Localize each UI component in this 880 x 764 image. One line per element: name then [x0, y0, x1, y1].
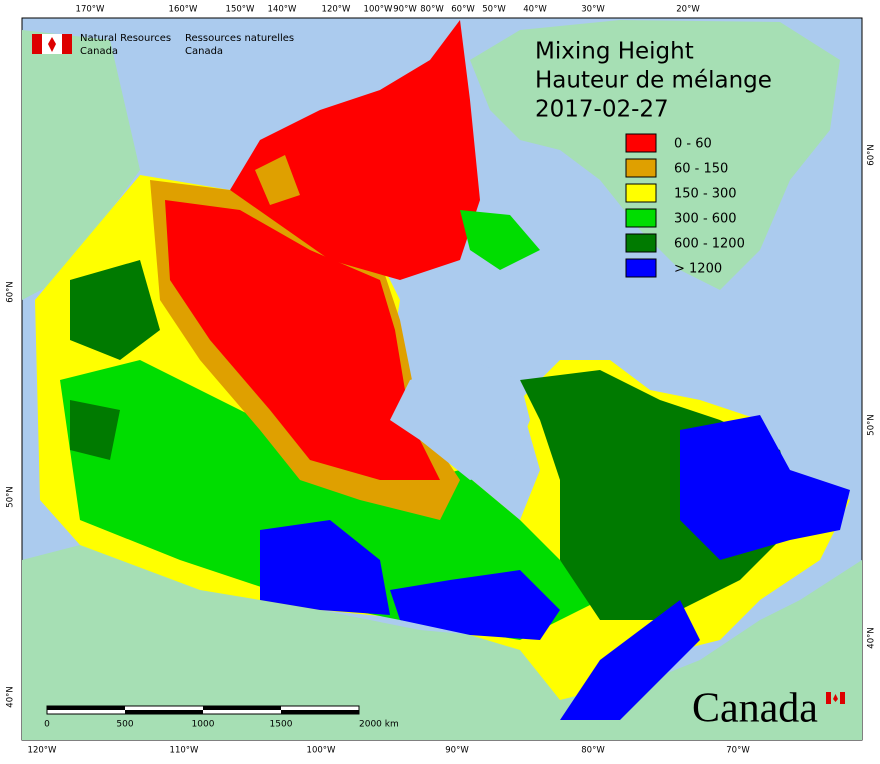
legend-label: 300 - 600	[674, 212, 737, 227]
legend-label: 600 - 1200	[674, 237, 745, 252]
zone-600-yukon	[70, 260, 160, 360]
flag-bar	[62, 34, 72, 54]
canada-wordmark: Canada	[692, 686, 818, 732]
legend-label: 60 - 150	[674, 162, 728, 177]
basemap	[22, 20, 862, 740]
latitude-label: 40°N	[6, 686, 16, 707]
scale-bar-segment	[125, 710, 203, 714]
zone-300	[60, 360, 600, 640]
map-title: Mixing Height	[535, 39, 694, 65]
legend-label: 0 - 60	[674, 137, 712, 152]
zone-600-bc	[70, 400, 120, 460]
longitude-label: 110°W	[170, 746, 199, 756]
map-title: Hauteur de mélange	[535, 68, 772, 94]
latitude-label: 60°N	[867, 144, 877, 165]
longitude-label: 50°W	[482, 5, 506, 15]
flag-bar	[826, 692, 831, 704]
flag-bar	[32, 34, 42, 54]
longitude-label: 70°W	[726, 746, 750, 756]
longitude-label: 170°W	[76, 5, 105, 15]
latitude-label: 50°N	[867, 414, 877, 435]
agency-name-fr: Ressources naturelles	[185, 33, 294, 44]
longitude-label: 150°W	[226, 5, 255, 15]
zone-1200-prairie	[260, 520, 390, 615]
latitude-label: 60°N	[6, 281, 16, 302]
baffin-south	[460, 210, 540, 270]
map-title: 2017-02-27	[535, 97, 669, 123]
latitude-label: 50°N	[6, 486, 16, 507]
longitude-label: 40°W	[523, 5, 547, 15]
arctic-islands	[230, 20, 480, 280]
longitude-label: 160°W	[169, 5, 198, 15]
legend-label: > 1200	[674, 262, 722, 277]
legend-swatch	[625, 158, 657, 178]
island-west	[255, 155, 300, 205]
legend-swatch	[625, 183, 657, 203]
agency-name-en: Canada	[80, 46, 118, 57]
legend-swatch	[625, 258, 657, 278]
longitude-label: 90°W	[393, 5, 417, 15]
legend-swatch	[625, 133, 657, 153]
flag-leaf	[833, 694, 838, 702]
longitude-label: 140°W	[268, 5, 297, 15]
longitude-label: 20°W	[676, 5, 700, 15]
zone-1200-south	[560, 600, 700, 720]
agency-name-en: Natural Resources	[80, 33, 171, 44]
longitude-label: 80°W	[581, 746, 605, 756]
scale-label: 0	[44, 720, 50, 730]
longitude-label: 120°W	[28, 746, 57, 756]
longitude-label: 100°W	[307, 746, 336, 756]
latitude-label: 40°N	[867, 627, 877, 648]
legend-label: 150 - 300	[674, 187, 737, 202]
legend-swatch	[625, 208, 657, 228]
zone-0	[165, 200, 440, 480]
longitude-label: 100°W	[364, 5, 393, 15]
scale-bar-segment	[281, 710, 359, 714]
flag-leaf	[48, 37, 56, 52]
canada-flag	[826, 692, 845, 704]
flag-bar	[840, 692, 845, 704]
zone-1200-east	[680, 415, 850, 560]
hudson-bay	[390, 360, 530, 480]
scale-bar-segment	[47, 706, 125, 710]
scale-label: 1000	[192, 720, 215, 730]
nrcan-flag	[32, 34, 72, 54]
scale-label: 500	[116, 720, 133, 730]
scale-label: 2000 km	[359, 720, 399, 730]
longitude-label: 120°W	[322, 5, 351, 15]
alaska	[22, 30, 140, 300]
scale-bar-segment	[203, 706, 281, 710]
longitude-label: 60°W	[451, 5, 475, 15]
greenland	[470, 20, 840, 290]
agency-name-fr: Canada	[185, 46, 223, 57]
legend-swatch	[625, 233, 657, 253]
scale-bar	[46, 705, 360, 715]
scale-label: 1500	[270, 720, 293, 730]
longitude-label: 90°W	[445, 746, 469, 756]
longitude-label: 80°W	[420, 5, 444, 15]
zone-1200-ontario	[390, 570, 560, 640]
longitude-label: 30°W	[581, 5, 605, 15]
